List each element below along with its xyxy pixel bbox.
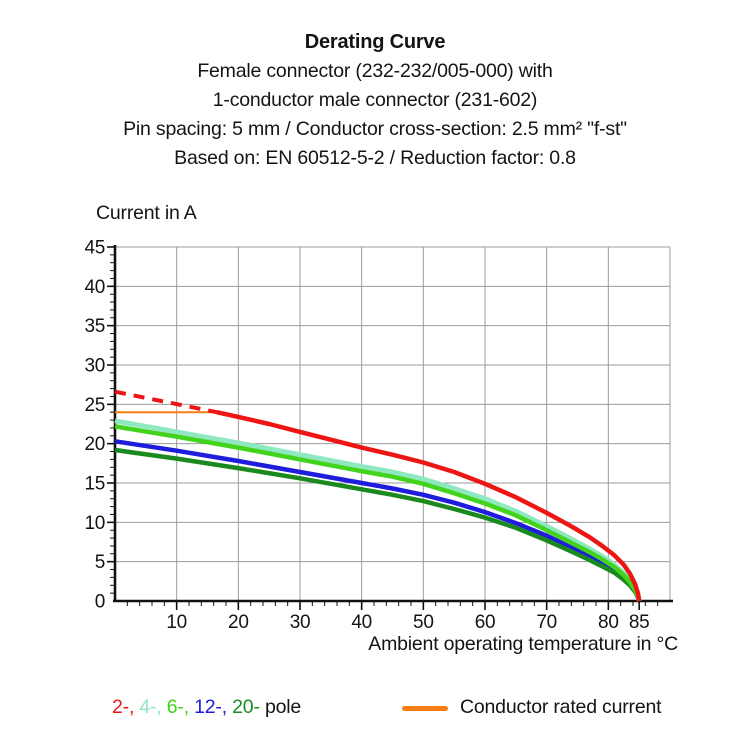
subtitle-line-4: Based on: EN 60512-5-2 / Reduction facto… (174, 147, 576, 169)
y-axis-title: Current in A (96, 202, 197, 224)
y-tick-label: 30 (84, 356, 105, 377)
legend-pole-6-label: 6-, (166, 696, 195, 718)
rated-current-label: Conductor rated current (460, 696, 662, 718)
x-tick-label: 80 (598, 612, 619, 633)
y-tick-label: 5 (95, 552, 105, 573)
x-tick-label: 30 (290, 612, 311, 633)
axis-spines (113, 245, 673, 603)
subtitle-line-1: Female connector (232-232/005-000) with (197, 60, 553, 82)
subtitle-line-2: 1-conductor male connector (231-602) (212, 89, 538, 111)
legend-pole-2-label: 2-, (112, 696, 140, 718)
gridlines (115, 246, 671, 601)
subtitle-line-3: Pin spacing: 5 mm / Conductor cross-sect… (123, 118, 627, 140)
legend-pole-20-label: 20- (232, 696, 265, 718)
x-tick-label: 40 (351, 612, 372, 633)
curve-6-pole (114, 424, 642, 602)
rated-current-line-swatch (402, 705, 448, 711)
curve-2-pole-dashed (114, 389, 218, 415)
legend-pole-4-label: 4-, (139, 696, 167, 718)
axis-ticks (107, 246, 659, 610)
curve-2-pole (216, 410, 642, 602)
x-tick-label: 85 (629, 612, 650, 633)
legend-rated: Conductor rated current (402, 696, 662, 719)
derating-chart: 10 20 30 40 50 60 70 80 85 0 5 10 15 20 25 30 35 40 45 (84, 238, 673, 634)
y-tick-label: 25 (84, 395, 105, 416)
chart-header: Derating Curve Female connector (232-232… (0, 28, 750, 173)
y-tick-label: 10 (84, 513, 105, 534)
y-tick-label: 35 (84, 316, 105, 337)
legend-pole-12-label: 12-, (194, 696, 233, 718)
x-tick-label: 50 (413, 612, 434, 633)
chart-title: Derating Curve (304, 31, 446, 53)
x-tick-label: 10 (166, 612, 187, 633)
y-tick-label: 20 (84, 434, 105, 455)
y-tick-label: 40 (84, 277, 105, 298)
axis-tick-labels: 10 20 30 40 50 60 70 80 85 0 5 10 15 20 25 30 35 40 45 (84, 238, 649, 634)
x-tick-label: 60 (475, 612, 496, 633)
x-tick-label: 70 (536, 612, 557, 633)
x-tick-label: 20 (228, 612, 249, 633)
curves (114, 389, 642, 602)
x-axis-title: Ambient operating temperature in °C (368, 633, 678, 655)
y-tick-label: 15 (84, 474, 105, 495)
legend-pole-items: 2-, 4-, 6-, 12-, 20- pole (112, 696, 301, 719)
y-tick-label: 45 (84, 238, 105, 259)
curve-4-pole (114, 418, 642, 602)
legend-pole-suffix: pole (264, 696, 302, 718)
y-tick-label: 0 (95, 592, 105, 613)
